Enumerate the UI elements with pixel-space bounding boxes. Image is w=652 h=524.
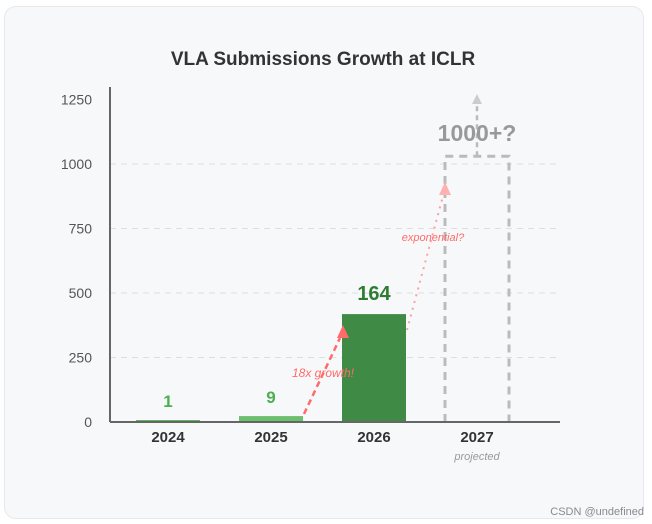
exponential-arrow [406, 195, 444, 331]
projection-arrowhead [472, 94, 482, 104]
annotation-exponential: exponential? [402, 232, 465, 244]
y-tick-label: 1000 [61, 156, 92, 172]
projected-value-label: 1000+? [438, 120, 517, 146]
x-tick-label: 2024 [151, 429, 185, 446]
y-tick-label: 750 [69, 221, 93, 237]
x-tick-label: 2025 [254, 429, 287, 446]
projected-bar-2027 [443, 154, 511, 422]
y-tick-label: 250 [69, 350, 93, 366]
annotation-growth: 18x growth! [292, 366, 355, 380]
bar-value-label: 164 [357, 283, 391, 305]
y-tick-label: 0 [84, 414, 92, 430]
x-tick-label: 2026 [357, 429, 390, 446]
y-tick-label: 500 [69, 285, 93, 301]
bar-value-label: 1 [163, 392, 172, 411]
x-sublabel: projected [453, 451, 500, 463]
watermark: CSDN @undefined [550, 506, 644, 518]
bar-2025 [239, 416, 303, 422]
y-tick-label: 1250 [61, 92, 92, 108]
exponential-arrowhead [439, 182, 451, 195]
chart-title: VLA Submissions Growth at ICLR [171, 49, 476, 70]
bar-2026 [342, 314, 406, 422]
x-tick-label: 2027 [460, 429, 493, 446]
growth-arrowhead [337, 325, 349, 338]
bar-value-label: 9 [266, 388, 275, 407]
growth-arrow [302, 337, 342, 415]
